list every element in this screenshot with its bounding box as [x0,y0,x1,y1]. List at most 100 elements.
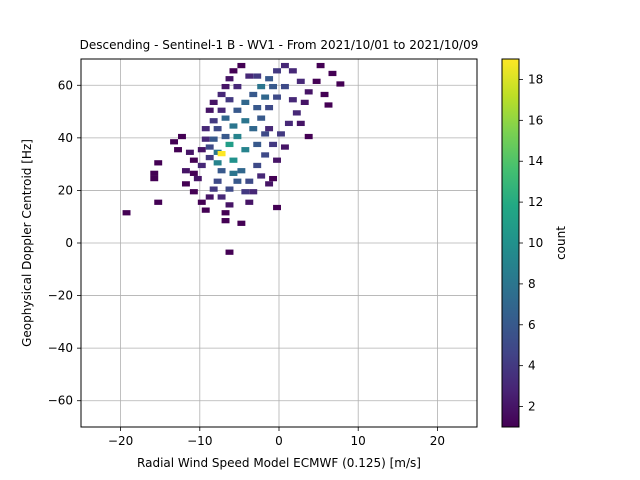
heatmap-cell [292,110,301,116]
heatmap-cell [328,70,337,77]
heatmap-cell [273,68,281,74]
heatmap-cells [122,62,345,255]
heatmap-cell [225,76,234,82]
colorbar-tick-label: 2 [528,400,536,414]
x-tick-label: 0 [275,434,283,448]
heatmap-cell [185,149,194,155]
heatmap-cell [265,76,274,82]
heatmap-cell [181,181,190,187]
heatmap-cell [257,173,266,179]
heatmap-cell [209,118,218,124]
heatmap-cell [273,94,281,100]
heatmap-cell [253,105,262,111]
heatmap-cell [300,99,309,105]
colorbar-tick-label: 16 [528,113,543,127]
heatmap-cell [233,133,242,140]
heatmap-cell [189,170,198,176]
heatmap-cell [229,123,238,129]
heatmap-cell [261,131,270,137]
heatmap-cell [273,204,281,211]
heatmap-cell [261,94,270,100]
heatmap-cell [241,118,250,124]
heatmap-cell [296,120,305,127]
heatmap-cell [253,73,262,79]
colorbar-tick-label: 8 [528,277,536,291]
heatmap-cell [241,99,250,105]
heatmap-cell [189,189,198,195]
heatmap-cell [280,144,289,150]
heatmap-cell [253,162,262,169]
heatmap-cell [265,181,274,187]
x-tick-label: −10 [187,434,212,448]
heatmap-cell [280,83,289,90]
heatmap-cell [229,157,238,163]
heatmap-cell [233,83,242,90]
y-tick-label: −40 [48,341,73,355]
y-axis: −60 −40 −20 0 20 40 60 [48,78,81,408]
heatmap-cell [221,83,230,90]
heatmap-cell [225,97,234,103]
heatmap-cell [324,102,333,108]
heatmap-cell [213,160,222,166]
y-tick-label: 0 [65,236,73,250]
heatmap-cell [197,162,206,169]
heatmap-cell [277,131,285,137]
heatmap-cell [150,175,159,182]
heatmap-cell [178,133,186,140]
heatmap-cell [288,68,297,74]
heatmap-cell [189,157,198,163]
heatmap-cell [265,126,274,132]
heatmap-cell [217,151,226,157]
heatmap-cell [245,178,254,184]
heatmap-cell [249,91,258,98]
heatmap-cell [209,99,218,105]
heatmap-cell [197,199,206,205]
heatmap-cell [253,141,262,148]
heatmap-cell [221,133,230,140]
heatmap-cell [237,62,246,69]
heatmap-cell [201,207,210,213]
heatmap-cell [225,249,234,255]
heatmap-cell [225,186,234,192]
heatmap-cell [154,160,163,166]
colorbar-tick-label: 14 [528,154,543,168]
heatmap-cell [205,144,214,150]
heatmap-cell [249,126,258,132]
heatmap-cell [213,126,222,132]
heatmap-cell [213,178,222,184]
heatmap-cell [284,120,293,127]
x-tick-label: 20 [430,434,445,448]
y-tick-label: −20 [48,289,73,303]
heatmap-cell [269,83,278,90]
heatmap-cell [245,199,254,205]
heatmap-cell [336,81,345,87]
heatmap-cell [205,107,214,113]
heatmap-cell [201,136,210,142]
heatmap-cell [257,83,266,90]
heatmap-cell [170,139,179,145]
heatmap-cell [201,126,210,132]
heatmap-cell [241,189,250,195]
colorbar-tick-label: 10 [528,236,543,250]
heatmap-cell [225,202,234,208]
heatmap-cell [174,147,182,153]
heatmap-cell [193,175,202,182]
colorbar-axis: 2 4 6 8 10 12 14 16 18 [519,72,543,414]
heatmap-cell [221,218,230,224]
heatmap-cell [217,107,226,113]
heatmap-cell [249,189,258,195]
heatmap-cell [150,170,159,176]
heatmap-cell [269,175,278,182]
heatmap-cell [229,68,238,74]
colorbar [501,58,520,428]
heatmap-cell [320,91,329,98]
heatmap-cell [296,78,305,84]
x-tick-label: −20 [108,434,133,448]
heatmap-cell [265,105,274,111]
heatmap-cell [273,157,281,163]
x-tick-label: 10 [351,434,366,448]
heatmap-cell [280,62,289,69]
heatmap-cell [237,220,246,226]
heatmap-cell [233,178,242,184]
